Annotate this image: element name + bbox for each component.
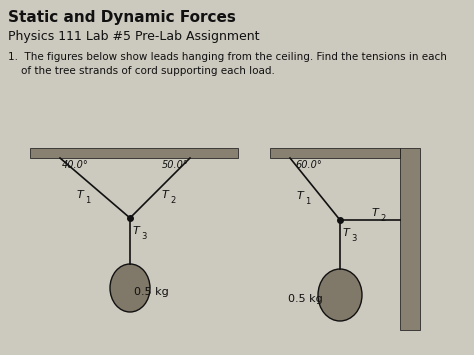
Text: 1: 1 (85, 196, 90, 205)
Bar (400, 148, 420, 330)
Bar (30, 148, 238, 158)
Text: 1.  The figures below show leads hanging from the ceiling. Find the tensions in : 1. The figures below show leads hanging … (8, 52, 447, 62)
Text: 3: 3 (351, 234, 356, 243)
Text: 60.0°: 60.0° (295, 160, 322, 170)
Text: 0.5 kg: 0.5 kg (134, 287, 169, 297)
Text: Physics 111 Lab #5 Pre-Lab Assignment: Physics 111 Lab #5 Pre-Lab Assignment (8, 30, 259, 43)
Text: 3: 3 (141, 232, 146, 241)
Text: of the tree strands of cord supporting each load.: of the tree strands of cord supporting e… (8, 66, 275, 76)
Ellipse shape (110, 264, 150, 312)
Text: 2: 2 (380, 214, 385, 223)
Text: T: T (77, 190, 84, 200)
Text: T: T (372, 208, 379, 218)
Text: 0.5 kg: 0.5 kg (288, 294, 323, 304)
Ellipse shape (318, 269, 362, 321)
Text: T: T (297, 191, 304, 201)
Text: T: T (133, 226, 140, 236)
Text: T: T (343, 228, 350, 238)
Text: 40.0°: 40.0° (62, 160, 89, 170)
Bar (270, 148, 400, 158)
Text: 1: 1 (305, 197, 310, 206)
Text: 50.0°: 50.0° (162, 160, 189, 170)
Text: 2: 2 (170, 196, 175, 205)
Text: T: T (162, 190, 169, 200)
Text: Static and Dynamic Forces: Static and Dynamic Forces (8, 10, 236, 25)
